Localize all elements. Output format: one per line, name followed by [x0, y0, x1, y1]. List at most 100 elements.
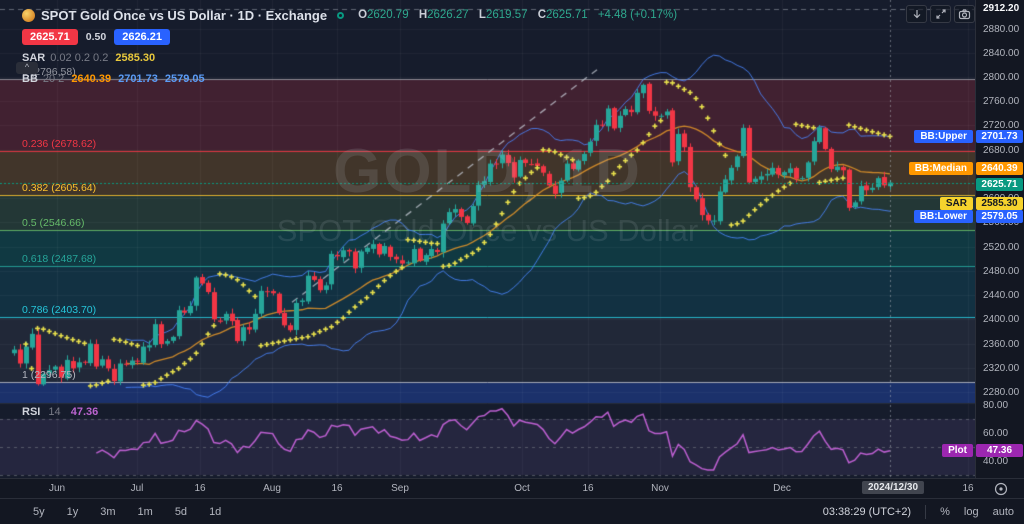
toolbar-right-group: 03:38:29 (UTC+2) % log auto — [822, 504, 1014, 519]
low-value: 2619.57 — [485, 9, 528, 21]
session-clock: 03:38:29 (UTC+2) — [822, 505, 912, 518]
price-axis-tick: 2720.00 — [983, 120, 1020, 132]
range-button-1d[interactable]: 1d — [209, 505, 222, 518]
sar-name: SAR — [22, 52, 46, 64]
open-value: 2620.79 — [367, 9, 409, 21]
time-axis-label: Oct — [514, 483, 530, 494]
range-button-1y[interactable]: 1y — [66, 505, 79, 518]
range-button-1m[interactable]: 1m — [137, 505, 153, 518]
range-button-5y[interactable]: 5y — [33, 505, 45, 518]
high-label: H — [418, 9, 428, 21]
time-axis[interactable]: Jun Jul 16 Aug 16 Sep Oct 16 Nov Dec 16 2024/12/30 — [0, 478, 1024, 498]
ohlc-values: O2620.79 H2626.27 L2619.57 C2625.71 +4.4… — [358, 9, 684, 21]
fib-level-label: 0.618 (2487.68) — [22, 253, 97, 266]
price-chart-canvas[interactable] — [0, 0, 975, 478]
time-axis-label: Jul — [130, 483, 144, 494]
rsi-axis-tick: 80.00 — [983, 400, 1009, 411]
axis-bb-lower-pill: BB:Lower — [913, 209, 973, 223]
axis-rsi-plot-badge: 47.36 — [976, 443, 1023, 457]
axis-last-price-badge: 2625.71 — [976, 177, 1023, 191]
price-axis[interactable]: 2912.20 2880.00 2840.00 2800.00 2760.00 2720… — [975, 0, 1024, 478]
price-axis-tick: 2760.00 — [983, 96, 1020, 108]
price-axis-tick: 2480.00 — [983, 265, 1020, 277]
price-axis-top-value: 2912.20 — [983, 3, 1020, 14]
sell-bid-button[interactable]: 2625.71 — [22, 29, 78, 45]
rsi-axis-tick: 60.00 — [983, 428, 1009, 439]
bb-params: 20 2 — [42, 73, 65, 85]
screenshot-button[interactable] — [954, 5, 975, 23]
rsi-axis-tick: 40.00 — [983, 456, 1009, 467]
scroll-down-button[interactable] — [906, 5, 927, 23]
close-label: C — [537, 9, 547, 21]
axis-sar-pill: SAR — [939, 197, 973, 211]
chart-legend: SPOT Gold Once vs US Dollar · 1D · Excha… — [22, 6, 684, 88]
time-axis-label: Sep — [391, 483, 409, 494]
camera-icon — [958, 9, 971, 20]
low-label: L — [478, 9, 486, 21]
fib-level-label: 1 (2296.75) — [22, 368, 76, 381]
bb-legend-row[interactable]: BB 20 2 2640.39 2701.73 2579.05 — [22, 70, 684, 88]
range-buttons-group: 5y 1y 3m 1m 5d 1d — [26, 503, 228, 521]
toolbar-divider — [925, 504, 927, 519]
percent-scale-button[interactable]: % — [940, 505, 950, 518]
time-axis-label: 16 — [194, 483, 206, 494]
time-axis-label: 16 — [331, 483, 343, 494]
price-axis-tick: 2440.00 — [983, 290, 1020, 302]
spread-value: 0.50 — [85, 31, 107, 43]
bb-name: BB — [22, 73, 38, 85]
rsi-legend-row[interactable]: RSI 14 47.36 — [22, 406, 98, 418]
bb-lower-value: 2579.05 — [164, 73, 205, 85]
price-axis-tick: 2840.00 — [983, 47, 1020, 59]
sar-legend-row[interactable]: SAR 0.02 0.2 0.2 2585.30 — [22, 49, 684, 67]
price-axis-tick: 2360.00 — [983, 338, 1020, 350]
maximize-pane-button[interactable] — [930, 5, 951, 23]
axis-bb-upper-pill: BB:Upper — [914, 129, 973, 143]
axis-bb-upper-badge: 2701.73 — [976, 129, 1023, 143]
range-button-5d[interactable]: 5d — [174, 505, 188, 518]
fib-level-label: 0.5 (2546.66) — [22, 217, 85, 230]
time-axis-label: 16 — [962, 483, 974, 494]
price-axis-tick: 2280.00 — [983, 387, 1020, 398]
close-value: 2625.71 — [546, 9, 588, 21]
symbol-row: SPOT Gold Once vs US Dollar · 1D · Excha… — [22, 6, 684, 24]
price-axis-tick: 2680.00 — [983, 144, 1020, 156]
rsi-name: RSI — [22, 406, 41, 418]
buy-ask-button[interactable]: 2626.21 — [114, 29, 170, 45]
pane-controls — [906, 5, 975, 23]
fib-level-label: 0.236 (2678.62) — [22, 137, 97, 150]
symbol-title[interactable]: SPOT Gold Once vs US Dollar · 1D · Excha… — [41, 7, 328, 23]
price-axis-tick: 2400.00 — [983, 314, 1020, 326]
sar-value: 2585.30 — [115, 52, 156, 64]
maximize-icon — [935, 9, 946, 19]
price-axis-tick: 2520.00 — [983, 241, 1020, 253]
price-axis-tick: 2320.00 — [983, 362, 1020, 374]
price-axis-tick: 2800.00 — [983, 71, 1020, 83]
collapse-indicators-button[interactable]: ^ — [16, 62, 38, 74]
axis-bb-median-badge: 2640.39 — [976, 161, 1023, 175]
log-scale-button[interactable]: log — [963, 505, 979, 518]
time-axis-label: Dec — [773, 483, 791, 494]
auto-scale-button[interactable]: auto — [992, 505, 1014, 518]
sar-params: 0.02 0.2 0.2 — [50, 52, 109, 64]
go-to-realtime-button[interactable] — [994, 482, 1008, 496]
axis-bb-median-pill: BB:Median — [908, 161, 973, 175]
arrow-down-icon — [913, 10, 920, 19]
axis-bb-lower-badge: 2579.05 — [976, 209, 1023, 223]
open-label: O — [358, 9, 368, 21]
range-button-3m[interactable]: 3m — [100, 505, 116, 518]
time-axis-label: 16 — [582, 483, 594, 494]
circle-dot-icon — [994, 482, 1008, 496]
rsi-value: 47.36 — [70, 406, 99, 418]
rsi-param: 14 — [48, 406, 61, 418]
price-axis-tick: 2560.00 — [983, 217, 1020, 229]
price-axis-tick: 2880.00 — [983, 23, 1020, 35]
time-axis-label: Aug — [263, 483, 281, 494]
market-open-dot-icon — [337, 11, 345, 19]
change-value: +4.48 (+0.17%) — [597, 9, 678, 21]
time-axis-label: Jun — [48, 483, 66, 494]
gold-coin-icon — [22, 8, 35, 22]
crosshair-date-marker: 2024/12/30 — [861, 481, 925, 494]
bottom-toolbar: 5y 1y 3m 1m 5d 1d 03:38:29 (UTC+2) % log auto — [0, 498, 1024, 524]
high-value: 2626.27 — [427, 9, 469, 21]
